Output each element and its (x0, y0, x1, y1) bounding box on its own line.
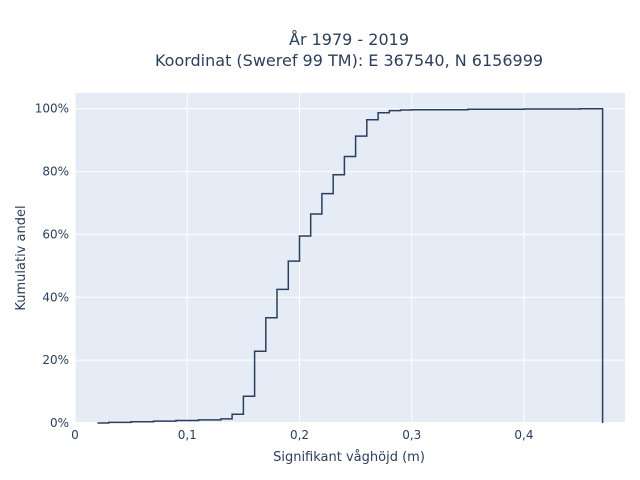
y-axis-title: Kumulativ andel (14, 205, 29, 310)
grid-layer (74, 93, 625, 424)
x-tick-label: 0,2 (290, 428, 309, 442)
y-tick-label: 60% (42, 227, 69, 241)
x-tick-label: 0,1 (178, 428, 197, 442)
x-tick-label: 0,3 (402, 428, 421, 442)
y-tick-label: 40% (42, 290, 69, 304)
y-tick-label: 0% (50, 416, 69, 430)
x-tick-labels: 0 0,1 0,2 0,3 0,4 (71, 428, 533, 442)
x-tick-label: 0,4 (514, 428, 533, 442)
chart-title-line-2: Koordinat (Sweref 99 TM): E 367540, N 61… (155, 51, 543, 70)
y-tick-label: 20% (42, 353, 69, 367)
series-layer (97, 107, 604, 424)
x-axis-title: Signifikant våghöjd (m) (273, 450, 425, 465)
x-tick-label: 0 (71, 428, 79, 442)
cdf-step-line (97, 107, 604, 424)
chart-title-line-1: År 1979 - 2019 (289, 30, 409, 49)
y-tick-label: 80% (42, 165, 69, 179)
y-tick-labels: 0% 20% 40% 60% 80% 100% (35, 102, 69, 430)
y-tick-label: 100% (35, 102, 69, 116)
plot-area (75, 93, 625, 423)
